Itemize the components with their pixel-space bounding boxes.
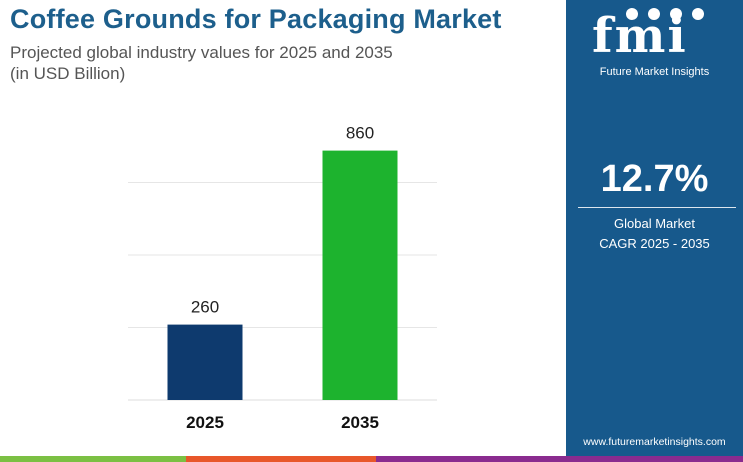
chart-title: Coffee Grounds for Packaging Market <box>10 4 502 34</box>
bar-2025 <box>167 324 243 400</box>
cagr-label-line-2: CAGR 2025 - 2035 <box>599 236 710 251</box>
cagr-label-line-1: Global Market <box>614 216 695 231</box>
bottom-bar-segment-2 <box>186 456 376 462</box>
x-tick-label-2025: 2025 <box>186 413 224 432</box>
bottom-bar-segment-1 <box>0 456 186 462</box>
bar-chart: 260 2025 860 2035 <box>128 124 437 432</box>
website-url: www.futuremarketinsights.com <box>583 436 726 448</box>
data-label-2035: 860 <box>346 124 374 143</box>
logo-dot-icon <box>692 8 704 20</box>
chart-subtitle: Projected global industry values for 202… <box>10 42 393 84</box>
bottom-bar-segment-3 <box>376 456 743 462</box>
x-tick-label-2035: 2035 <box>341 413 379 432</box>
sidebar-panel: fmi Future Market Insights 12.7% Global … <box>566 0 743 456</box>
logo-subtitle: Future Market Insights <box>599 66 710 78</box>
logo-dot-icon <box>648 8 660 20</box>
bar-2035 <box>322 150 398 400</box>
subtitle-line-1: Projected global industry values for 202… <box>10 43 393 62</box>
logo-dot-icon <box>670 8 682 20</box>
fmi-logo: fmi <box>592 8 688 64</box>
logo-icons <box>626 8 704 20</box>
subtitle-line-2: (in USD Billion) <box>10 64 126 83</box>
data-label-2025: 260 <box>191 298 219 317</box>
cagr-divider <box>578 207 736 208</box>
cagr-value: 12.7% <box>600 158 709 200</box>
logo-dot-icon <box>626 8 638 20</box>
